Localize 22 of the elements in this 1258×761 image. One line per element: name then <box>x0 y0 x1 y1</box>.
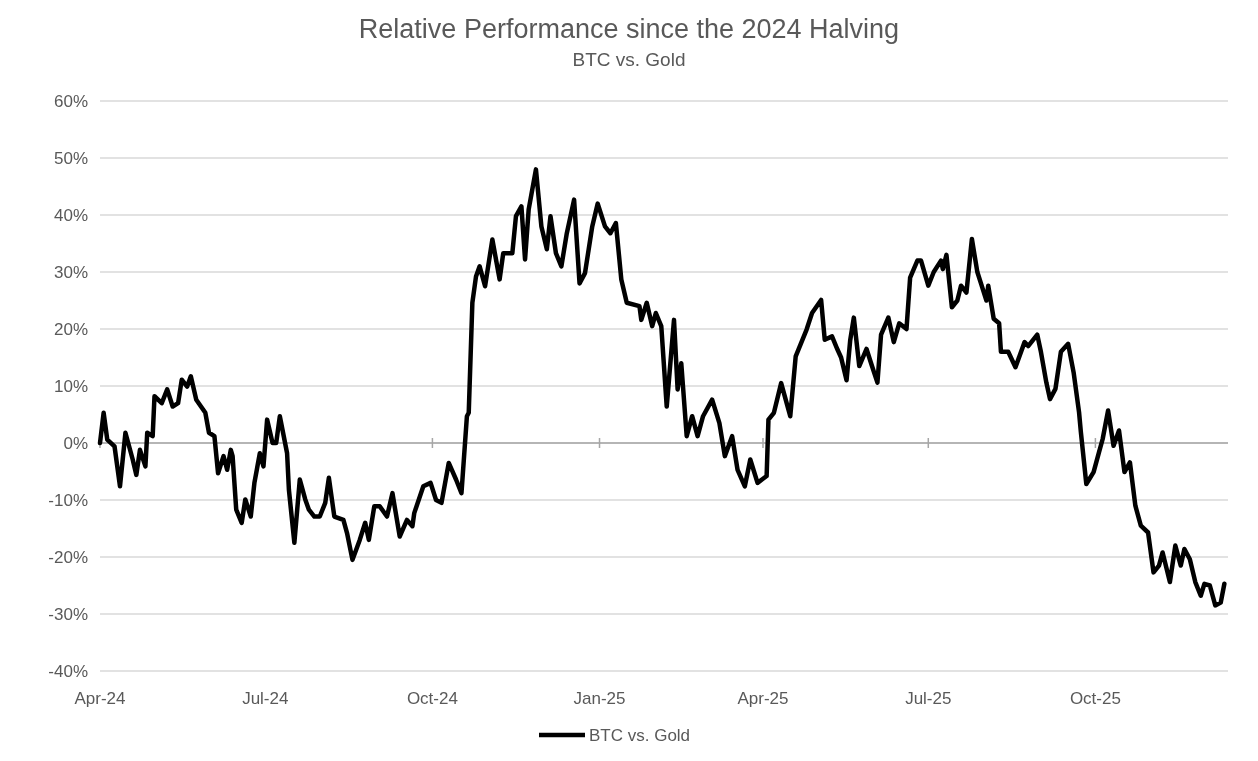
y-tick-label: 50% <box>53 148 88 168</box>
y-tick-label: 30% <box>53 262 88 282</box>
y-tick-label: 20% <box>53 319 88 339</box>
chart-title: Relative Performance since the 2024 Halving <box>358 14 900 44</box>
x-tick-label: Oct-25 <box>1069 689 1121 708</box>
y-tick-label: 40% <box>53 205 88 225</box>
y-tick-label: -20% <box>48 547 88 567</box>
y-tick-label: 10% <box>53 376 88 396</box>
x-tick-label: Jan-25 <box>573 689 626 708</box>
x-tick-label: Jul-24 <box>242 689 289 708</box>
x-tick-label: Jul-25 <box>905 689 952 708</box>
chart-subtitle: BTC vs. Gold <box>572 49 686 70</box>
y-tick-label: -10% <box>48 490 88 510</box>
line-series <box>97 167 1227 608</box>
x-tick-label: Oct-24 <box>406 689 458 708</box>
x-tick-label: Apr-24 <box>74 689 126 708</box>
y-tick-label: -30% <box>48 604 88 624</box>
y-tick-label: 0% <box>63 433 88 453</box>
y-tick-label: 60% <box>53 91 88 111</box>
x-tick-label: Apr-25 <box>737 689 789 708</box>
legend-label: BTC vs. Gold <box>589 725 691 745</box>
y-tick-label: -40% <box>48 661 88 681</box>
